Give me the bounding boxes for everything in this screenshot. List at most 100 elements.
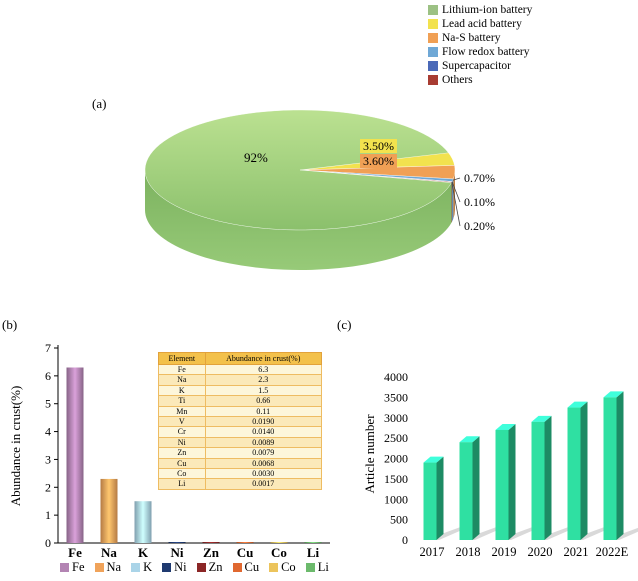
x-tick-label: 2019 bbox=[492, 545, 517, 559]
bar-top-face bbox=[531, 415, 552, 422]
legend-label: Co bbox=[281, 560, 296, 574]
legend-label: Cu bbox=[244, 560, 260, 574]
table-cell: Fe bbox=[158, 363, 206, 376]
table-cell: Cr bbox=[158, 426, 206, 438]
pie-chart: 0.70% 0.10% 0.20% bbox=[144, 109, 495, 271]
bar-top-face bbox=[603, 391, 624, 398]
legend-swatch bbox=[428, 4, 438, 15]
pie-legend-item: Supercapacitor bbox=[428, 60, 532, 72]
legend-swatch bbox=[428, 46, 438, 57]
y-tick-label: 7 bbox=[45, 341, 51, 355]
legend-label: Zn bbox=[208, 560, 223, 574]
bar-legend-item: Na bbox=[94, 560, 122, 575]
table-row: K 1.5 bbox=[158, 384, 323, 397]
y-tick-label: 2 bbox=[45, 480, 51, 494]
x-tick-label: 2018 bbox=[456, 545, 481, 559]
x-tick-label: 2022E bbox=[596, 545, 629, 559]
legend-swatch bbox=[94, 563, 104, 572]
abundance-table: Element Abundance in crust(%) Fe 6.3 Na 2.3 K 1… bbox=[158, 352, 323, 490]
legend-label: Lead acid battery bbox=[442, 17, 522, 30]
bar bbox=[495, 429, 509, 540]
y-tick-label: 500 bbox=[390, 513, 408, 527]
bar bbox=[236, 542, 254, 543]
bar-legend-item: K bbox=[131, 560, 152, 575]
y-tick-label: 6 bbox=[45, 369, 51, 383]
legend-label: Fe bbox=[72, 560, 85, 574]
y-tick-label: 3500 bbox=[384, 390, 408, 404]
bar-legend-item: Fe bbox=[60, 560, 85, 575]
panel-b-label: (b) bbox=[2, 317, 18, 332]
table-row: Fe 6.3 bbox=[158, 363, 323, 376]
bar-legend-item: Co bbox=[269, 560, 296, 575]
x-tick-label: Fe bbox=[68, 545, 82, 560]
table-row: Co 0.0030 bbox=[158, 468, 323, 480]
pie-label-na-s: 3.60% bbox=[360, 154, 397, 168]
pie-legend-item: Lead acid battery bbox=[428, 18, 532, 30]
bar-shadow bbox=[605, 527, 638, 540]
table-header-row: Element Abundance in crust(%) bbox=[158, 352, 323, 365]
legend-swatch bbox=[131, 563, 141, 572]
table-cell: 0.0079 bbox=[204, 447, 323, 459]
leader-line bbox=[451, 181, 461, 203]
table-cell: 0.66 bbox=[204, 395, 323, 407]
x-tick-label: Ni bbox=[171, 545, 184, 560]
legend-label: Flow redox battery bbox=[442, 45, 530, 58]
panel-c-label: (c) bbox=[337, 317, 352, 332]
y-tick-label: 2000 bbox=[384, 452, 408, 466]
y-tick-label: 0 bbox=[45, 536, 51, 550]
pie-label-lithium: 92% bbox=[244, 150, 268, 165]
pie-percent-label: 0.10% bbox=[464, 195, 495, 209]
legend-swatch bbox=[232, 563, 242, 572]
table-cell: 1.5 bbox=[204, 384, 323, 397]
table-row: Li 0.0017 bbox=[158, 478, 323, 490]
legend-swatch bbox=[428, 18, 438, 29]
legend-swatch bbox=[196, 563, 206, 572]
legend-swatch bbox=[60, 563, 69, 572]
y-tick-label: 5 bbox=[45, 397, 51, 411]
legend-label: Ni bbox=[174, 560, 187, 574]
panel-a-label: (a) bbox=[92, 96, 107, 111]
table-row: Ni 0.0089 bbox=[158, 436, 323, 449]
y-tick-label: 4 bbox=[45, 425, 51, 439]
table-cell: 0.0089 bbox=[204, 436, 323, 449]
table-cell: V bbox=[158, 416, 206, 428]
y-tick-label: 3000 bbox=[384, 411, 408, 425]
bar bbox=[134, 501, 152, 543]
y-tick-label: 1500 bbox=[384, 472, 408, 486]
y-tick-label: 1 bbox=[45, 508, 51, 522]
bar bbox=[66, 367, 84, 543]
table-row: Cr 0.0140 bbox=[158, 426, 323, 438]
bar-legend-item: Cu bbox=[232, 560, 260, 575]
bar-top-face bbox=[495, 423, 516, 430]
x-tick-label: Li bbox=[307, 545, 320, 560]
table-cell: 0.0190 bbox=[204, 416, 323, 428]
table-cell: K bbox=[158, 384, 206, 397]
y-tick-label: 2500 bbox=[384, 431, 408, 445]
table-row: Cu 0.0068 bbox=[158, 457, 323, 470]
bar bbox=[603, 397, 617, 540]
bar bbox=[202, 542, 220, 543]
pie-legend-item: Others bbox=[428, 74, 532, 86]
x-tick-label: Cu bbox=[237, 545, 254, 560]
bar3d-chart: 0 500 1000 1500 2000 2500 3000 3500 4000 2017 2018… bbox=[384, 370, 638, 559]
bar-legend-item: Zn bbox=[196, 560, 223, 575]
x-tick-label: 2020 bbox=[528, 545, 553, 559]
legend-swatch bbox=[428, 32, 438, 43]
table-row: Ti 0.66 bbox=[158, 395, 323, 407]
bar-side-face bbox=[580, 401, 588, 540]
pie-legend-item: Flow redox battery bbox=[428, 46, 532, 58]
table-cell: 2.3 bbox=[204, 374, 323, 386]
table-header-cell: Element bbox=[158, 352, 206, 365]
bar-top-face bbox=[567, 401, 588, 408]
legend-label: Supercapacitor bbox=[442, 59, 511, 72]
table-header-cell: Abundance in crust(%) bbox=[204, 352, 323, 365]
bar-top-face bbox=[459, 436, 480, 443]
legend-swatch bbox=[428, 60, 438, 71]
bar-side-face bbox=[508, 423, 516, 540]
leader-line bbox=[451, 182, 461, 227]
bar bbox=[423, 462, 437, 540]
legend-label: Na bbox=[106, 560, 122, 574]
bar bbox=[304, 542, 322, 543]
pie-slice-side bbox=[145, 170, 452, 271]
